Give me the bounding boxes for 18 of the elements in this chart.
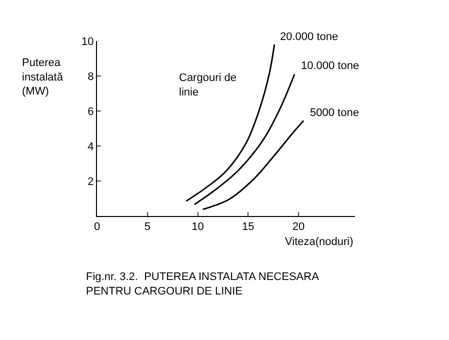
x-tick-label: 20 (292, 221, 305, 234)
x-tick-label: 10 (192, 221, 204, 234)
x-axis-title: Viteza(noduri) (285, 236, 354, 248)
y-axis-title: Puterea instalată (MW) (22, 57, 64, 98)
x-tick-label: 0 (94, 221, 100, 234)
y-tick-label: 6 (88, 106, 94, 118)
line-series (202, 120, 304, 210)
annotation: Cargouri de linie (179, 72, 236, 98)
series-label: 5000 tone (310, 107, 359, 119)
text: Fig.nr. 3.2. PUTEREA INSTALATA NECESARA PENTRU CARGOURI DE LINIE (86, 271, 320, 298)
y-tick-label: 2 (88, 176, 94, 188)
y-tick-label: 4 (88, 140, 94, 153)
x-tick-label: 5 (144, 221, 150, 234)
series-label: 10.000 tone (301, 60, 360, 72)
y-tick-label: 8 (88, 70, 94, 83)
x-tick-label: 15 (242, 221, 254, 234)
y-tick-label: 10 (82, 36, 94, 48)
series-label: 20.000 tone (280, 31, 338, 43)
